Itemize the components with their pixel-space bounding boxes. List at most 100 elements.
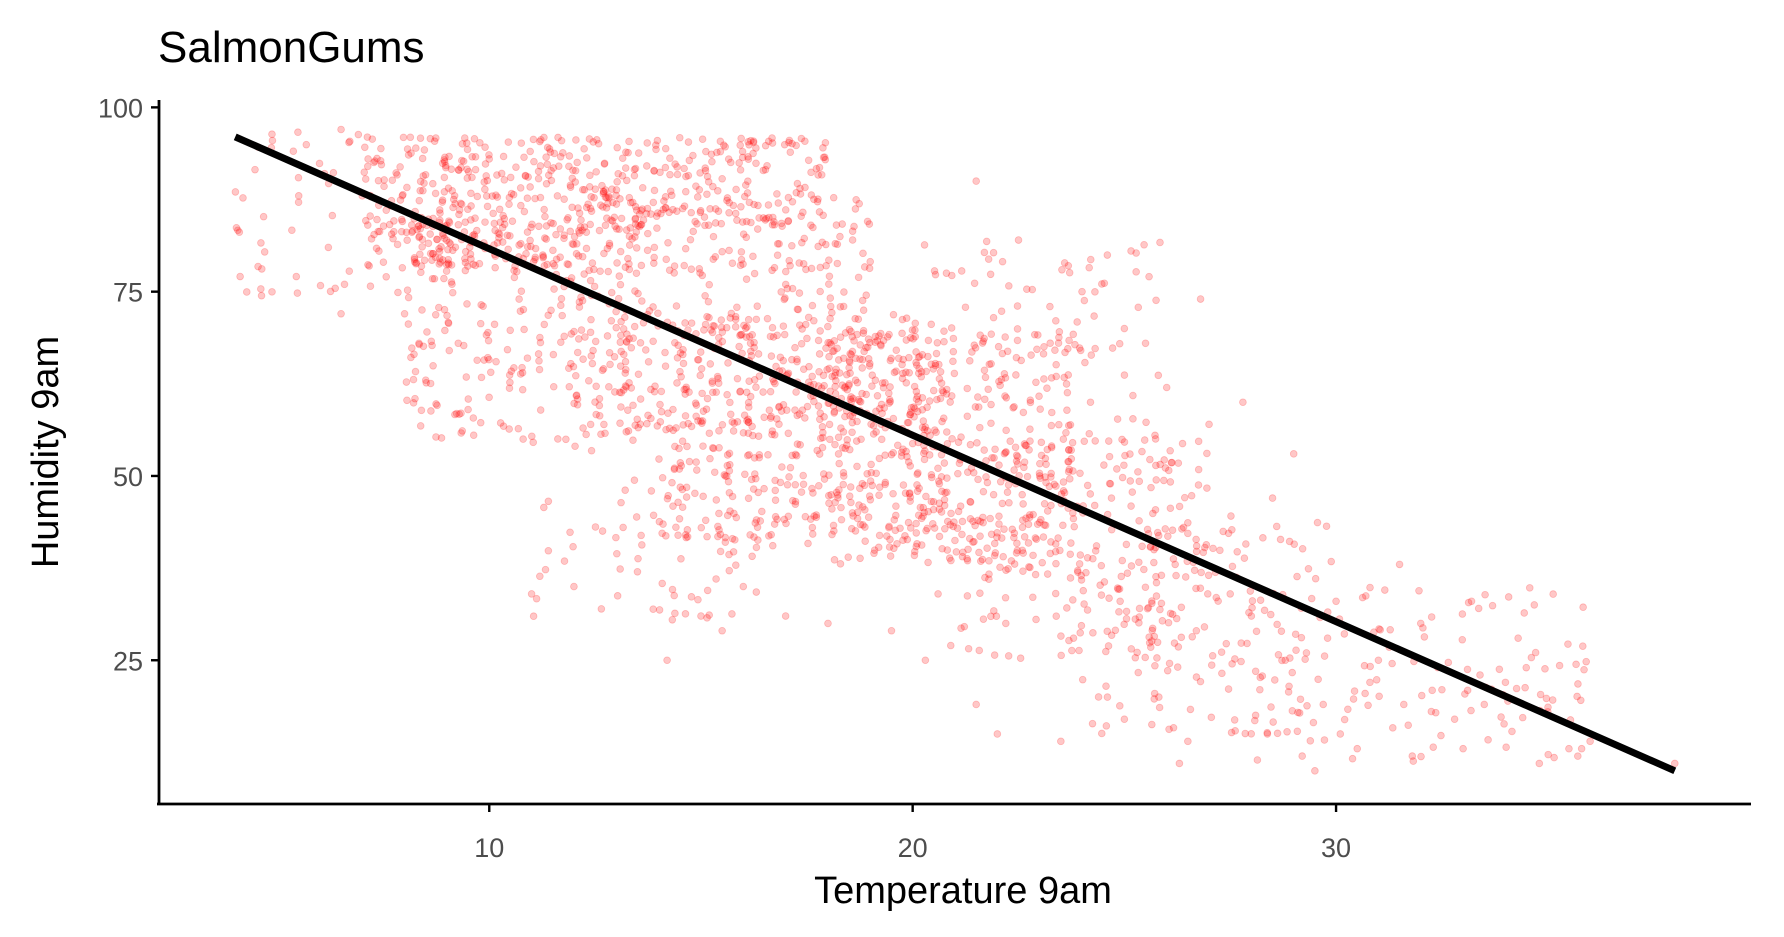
data-point	[586, 328, 595, 337]
data-point	[1304, 564, 1313, 573]
data-point	[909, 335, 917, 343]
data-point	[830, 347, 838, 355]
data-point	[1105, 479, 1114, 488]
data-point	[924, 352, 932, 361]
data-point	[804, 539, 812, 548]
data-point	[1201, 543, 1209, 552]
data-point	[942, 390, 951, 398]
data-point	[899, 481, 908, 489]
data-point	[567, 359, 575, 368]
data-point	[417, 406, 426, 415]
data-point	[830, 407, 839, 416]
data-point	[921, 423, 930, 431]
data-point	[564, 364, 573, 373]
data-point	[631, 233, 639, 241]
data-point	[938, 417, 946, 426]
data-point	[1059, 478, 1068, 486]
data-point	[1542, 694, 1551, 703]
data-point	[607, 216, 615, 224]
data-point	[1284, 688, 1293, 696]
data-point	[738, 153, 747, 162]
data-point	[744, 415, 752, 424]
data-point	[451, 199, 459, 208]
data-point	[801, 183, 809, 192]
data-point	[1075, 560, 1084, 568]
data-point	[747, 347, 755, 356]
data-point	[885, 543, 894, 551]
data-point	[612, 186, 621, 194]
data-point	[1166, 478, 1175, 486]
data-point	[492, 191, 500, 199]
data-point	[1122, 614, 1131, 623]
data-point	[767, 530, 776, 539]
data-point	[1138, 447, 1146, 456]
data-point	[1311, 767, 1319, 775]
data-point	[1194, 437, 1203, 446]
data-point	[374, 227, 382, 236]
data-point	[471, 214, 479, 222]
data-point	[254, 262, 262, 271]
data-point	[731, 312, 740, 321]
data-point	[799, 471, 807, 480]
data-point	[1032, 535, 1041, 544]
data-point	[628, 198, 637, 207]
data-point	[1476, 671, 1484, 679]
data-point	[853, 378, 862, 387]
data-point	[950, 518, 958, 526]
data-point	[366, 282, 375, 291]
data-point	[494, 229, 502, 237]
data-point	[1459, 744, 1467, 753]
data-point	[1135, 604, 1144, 613]
data-point	[426, 134, 435, 143]
data-point	[630, 322, 639, 331]
data-point	[925, 397, 934, 405]
data-point	[616, 419, 624, 428]
data-point	[723, 196, 731, 205]
data-point	[964, 545, 972, 554]
data-point	[1574, 680, 1582, 688]
data-point	[506, 378, 514, 387]
data-point	[831, 389, 840, 398]
data-point	[434, 303, 443, 312]
data-point	[736, 331, 744, 340]
data-point	[1197, 568, 1205, 577]
data-point	[1067, 539, 1075, 547]
data-point	[852, 196, 860, 204]
data-point	[908, 439, 917, 448]
data-point	[392, 169, 400, 177]
data-point	[978, 555, 987, 564]
data-point	[445, 217, 453, 225]
data-point	[1171, 560, 1179, 569]
data-point	[1014, 236, 1023, 244]
data-point	[698, 389, 706, 398]
data-point	[1065, 636, 1073, 645]
data-point	[810, 195, 818, 204]
data-point	[563, 260, 572, 268]
data-point	[698, 135, 707, 144]
data-point	[1068, 438, 1077, 447]
data-point	[454, 339, 463, 348]
data-point	[741, 324, 750, 332]
data-point	[1052, 360, 1060, 369]
data-point	[662, 255, 671, 264]
data-point	[572, 136, 580, 144]
data-point	[868, 382, 876, 390]
data-point	[714, 374, 722, 383]
data-point	[785, 473, 793, 481]
data-point	[294, 173, 303, 182]
data-point	[595, 411, 604, 420]
data-point	[772, 415, 781, 423]
data-point	[1224, 685, 1233, 693]
data-point	[625, 260, 633, 268]
data-point	[854, 395, 863, 404]
data-point	[682, 383, 690, 392]
data-point	[1043, 384, 1051, 392]
data-point	[848, 418, 857, 427]
data-point	[906, 408, 915, 417]
data-point	[1077, 576, 1086, 584]
data-point	[862, 291, 870, 299]
data-point	[784, 217, 793, 225]
data-point	[600, 420, 608, 429]
data-point	[404, 151, 413, 159]
data-point	[858, 364, 867, 372]
